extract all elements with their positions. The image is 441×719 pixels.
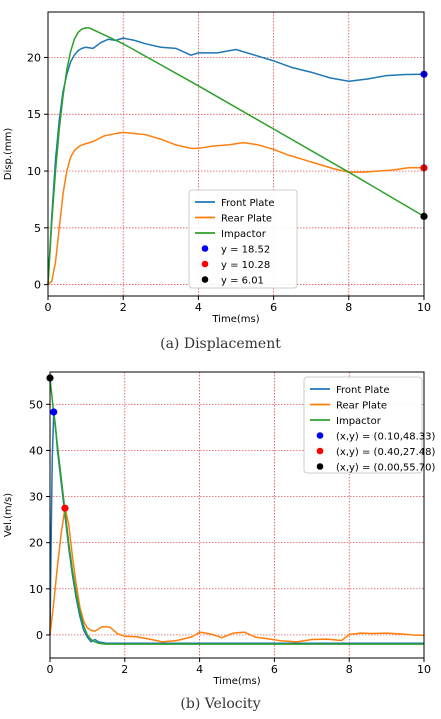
chart-0-y-axis-label: Disp.(mm) <box>3 128 14 181</box>
chart-1-legend-label-rear-plate: Rear Plate <box>336 401 387 412</box>
chart-0-x-tick-label-0: 0 <box>45 301 52 314</box>
chart-0-legend-marker-0 <box>201 245 209 252</box>
chart-1-y-tick-label-0: 0 <box>36 629 43 642</box>
chart-1-legend: Front Plate Rear Plate Impactor (x,y) = (0.… <box>303 376 436 474</box>
chart-0-y-tick-label-2: 10 <box>27 165 41 178</box>
chart-0-legend-marker-1 <box>201 260 209 268</box>
chart-0-legend-marker-label-2: y = 6.01 <box>221 276 264 287</box>
chart-1-legend-label-impactor: Impactor <box>336 416 382 427</box>
displacement-chart: 0 2 4 6 8 10 0 5 10 15 20 Time(ms) Disp.(mm) Front Pl… <box>3 11 431 325</box>
chart-0-legend-marker-2 <box>201 276 209 283</box>
chart-1-legend-marker-0 <box>316 432 324 439</box>
chart-1-y-axis-label: Vel.(m/s) <box>3 493 14 537</box>
chart-1-legend-label-front-plate: Front Plate <box>336 385 389 396</box>
chart-1-plot-frame <box>49 371 425 659</box>
chart-0-x-tick-label-3: 6 <box>270 301 277 314</box>
chart-0-series-impactor <box>47 27 425 285</box>
chart-1-marker-point-0 <box>50 408 58 416</box>
chart-0-y-tick-label-0: 0 <box>34 279 41 292</box>
chart-1-y-tick-label-2: 20 <box>29 537 43 550</box>
chart-1-legend-marker-1 <box>316 447 324 455</box>
chart-0-x-tick-label-1: 2 <box>120 301 127 314</box>
chart-0-series-front-plate <box>47 37 425 285</box>
chart-1-legend-marker-label-1: (x,y) = (0.40,27.48) <box>336 447 436 458</box>
chart-1-y-tick-label-4: 40 <box>29 444 43 457</box>
chart-0-legend-label-impactor: Impactor <box>221 229 267 240</box>
chart-0-y-tick-label-1: 5 <box>34 222 41 235</box>
velocity-chart: 0 2 4 6 8 10 0 10 20 30 40 50 Time(ms) Vel.(m/s) Front… <box>3 371 436 687</box>
chart-1-legend-marker-label-2: (x,y) = (0.00,55.70) <box>336 463 436 474</box>
chart-1-x-tick-label-0: 0 <box>47 663 54 676</box>
chart-0-x-axis-label: Time(ms) <box>211 314 259 325</box>
chart-0-legend-label-front-plate: Front Plate <box>221 198 274 209</box>
chart-1-series-rear-plate <box>49 507 425 643</box>
chart-1-legend-marker-2 <box>316 463 324 470</box>
chart-1-y-tick-label-1: 10 <box>29 583 43 596</box>
displacement-panel: 0 2 4 6 8 10 0 5 10 15 20 Time(ms) Disp.(mm) Front Pl… <box>3 11 431 352</box>
chart-0-legend-marker-label-1: y = 10.28 <box>221 260 270 271</box>
chart-1-x-tick-label-3: 6 <box>271 663 278 676</box>
chart-0-legend-label-rear-plate: Rear Plate <box>221 214 272 225</box>
velocity-caption: (b) Velocity <box>180 696 261 712</box>
chart-1-legend-marker-label-0: (x,y) = (0.10,48.33) <box>336 432 436 443</box>
chart-1-marker-point-1 <box>61 504 69 512</box>
displacement-caption: (a) Displacement <box>160 336 281 352</box>
chart-0-y-tick-label-4: 20 <box>27 51 41 64</box>
chart-0-series-rear-plate <box>47 131 425 286</box>
chart-1-y-tick-label-3: 30 <box>29 491 43 504</box>
chart-0-legend-marker-label-0: y = 18.52 <box>221 245 270 256</box>
chart-1-x-axis-label: Time(ms) <box>212 676 260 687</box>
chart-0-x-tick-label-5: 10 <box>417 301 431 314</box>
chart-1-x-tick-label-2: 4 <box>196 663 203 676</box>
chart-1-x-tick-label-4: 8 <box>346 663 353 676</box>
chart-0-x-tick-label-2: 4 <box>195 301 202 314</box>
chart-0-y-tick-label-3: 15 <box>27 108 41 121</box>
chart-1-legend-box <box>303 376 423 474</box>
velocity-panel: 0 2 4 6 8 10 0 10 20 30 40 50 Time(ms) Vel.(m/s) Front… <box>0 360 441 719</box>
chart-0-plot-frame <box>47 11 425 297</box>
chart-1-x-tick-label-5: 10 <box>417 663 431 676</box>
chart-1-x-tick-label-1: 2 <box>121 663 128 676</box>
chart-0-legend-box <box>188 189 298 289</box>
chart-1-y-tick-label-5: 50 <box>29 398 43 411</box>
chart-0-x-tick-label-4: 8 <box>345 301 352 314</box>
chart-0-legend: Front Plate Rear Plate Impactor y = 18.52 y … <box>188 189 298 289</box>
